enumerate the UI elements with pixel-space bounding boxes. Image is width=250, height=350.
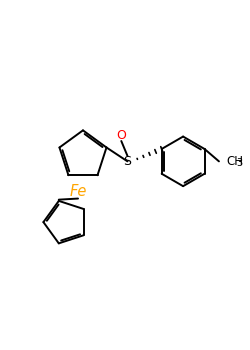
- Text: Fe: Fe: [69, 184, 87, 198]
- Text: 3: 3: [237, 158, 243, 168]
- Text: CH: CH: [226, 155, 243, 168]
- Text: S: S: [124, 155, 132, 168]
- Text: O: O: [116, 129, 126, 142]
